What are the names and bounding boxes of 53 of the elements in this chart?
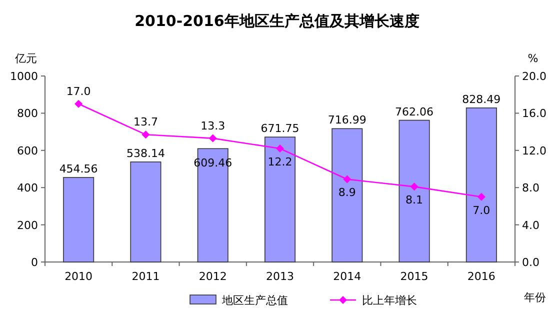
y-tick-label: 400 <box>17 182 38 195</box>
bar <box>466 108 497 262</box>
x-tick-label: 2014 <box>333 270 362 283</box>
x-tick-label: 2016 <box>467 270 496 283</box>
data-label: 538.14 <box>126 146 165 160</box>
x-axis-title: 年份 <box>524 291 546 304</box>
data-label: 13.3 <box>200 119 226 132</box>
data-label: 17.0 <box>66 84 91 98</box>
legend-label: 比上年增长 <box>362 294 417 307</box>
x-tick-label: 2015 <box>400 270 428 283</box>
data-label: 12.2 <box>268 156 292 169</box>
point <box>410 182 418 191</box>
bar <box>63 177 94 262</box>
data-label: 828.49 <box>462 92 501 106</box>
x-tick-label: 2013 <box>266 270 294 283</box>
y-tick-label: 600 <box>17 144 38 158</box>
y2-tick-label: 12.0 <box>522 144 546 158</box>
y2-axis-title: % <box>528 52 538 65</box>
bar <box>264 136 296 262</box>
data-label: 671.75 <box>260 122 300 136</box>
y-tick-label: 1000 <box>10 70 38 83</box>
point <box>343 175 352 184</box>
point <box>208 134 217 142</box>
data-label: 762.06 <box>395 105 434 118</box>
x-tick-label: 2012 <box>198 270 227 283</box>
legend-地区生产总值: 地区生产总值 <box>190 294 288 307</box>
data-label: 716.99 <box>328 114 366 127</box>
y2-tick-label: 0.0 <box>522 256 540 269</box>
bar <box>130 162 162 262</box>
x-tick-label: 2011 <box>132 270 160 283</box>
y-axis-title: 亿元 <box>14 52 37 65</box>
point <box>276 144 284 153</box>
y2-tick-label: 16.0 <box>522 107 546 120</box>
bar <box>398 120 430 262</box>
data-label: 454.56 <box>59 162 98 176</box>
point <box>74 100 83 108</box>
data-label: 7.0 <box>472 204 490 217</box>
y2-tick-label: 8.0 <box>522 182 540 195</box>
data-label: 13.7 <box>133 116 158 129</box>
bar <box>332 128 363 262</box>
point <box>477 192 486 201</box>
y-tick-label: 200 <box>17 218 38 232</box>
legend-label: 地区生产总值 <box>221 294 288 307</box>
data-label: 8.1 <box>406 194 424 207</box>
point <box>142 130 150 139</box>
chart-title: 2010-2016年地区生产总值及其增长速度 <box>134 12 420 30</box>
y-tick-label: 0 <box>31 256 38 269</box>
data-label: 8.9 <box>338 186 356 200</box>
x-tick-label: 2010 <box>64 270 93 283</box>
y2-tick-label: 4.0 <box>522 218 540 232</box>
y2-tick-label: 20.0 <box>522 70 546 83</box>
y-tick-label: 800 <box>17 107 38 120</box>
legend-比上年增长: 比上年增长 <box>330 294 417 307</box>
